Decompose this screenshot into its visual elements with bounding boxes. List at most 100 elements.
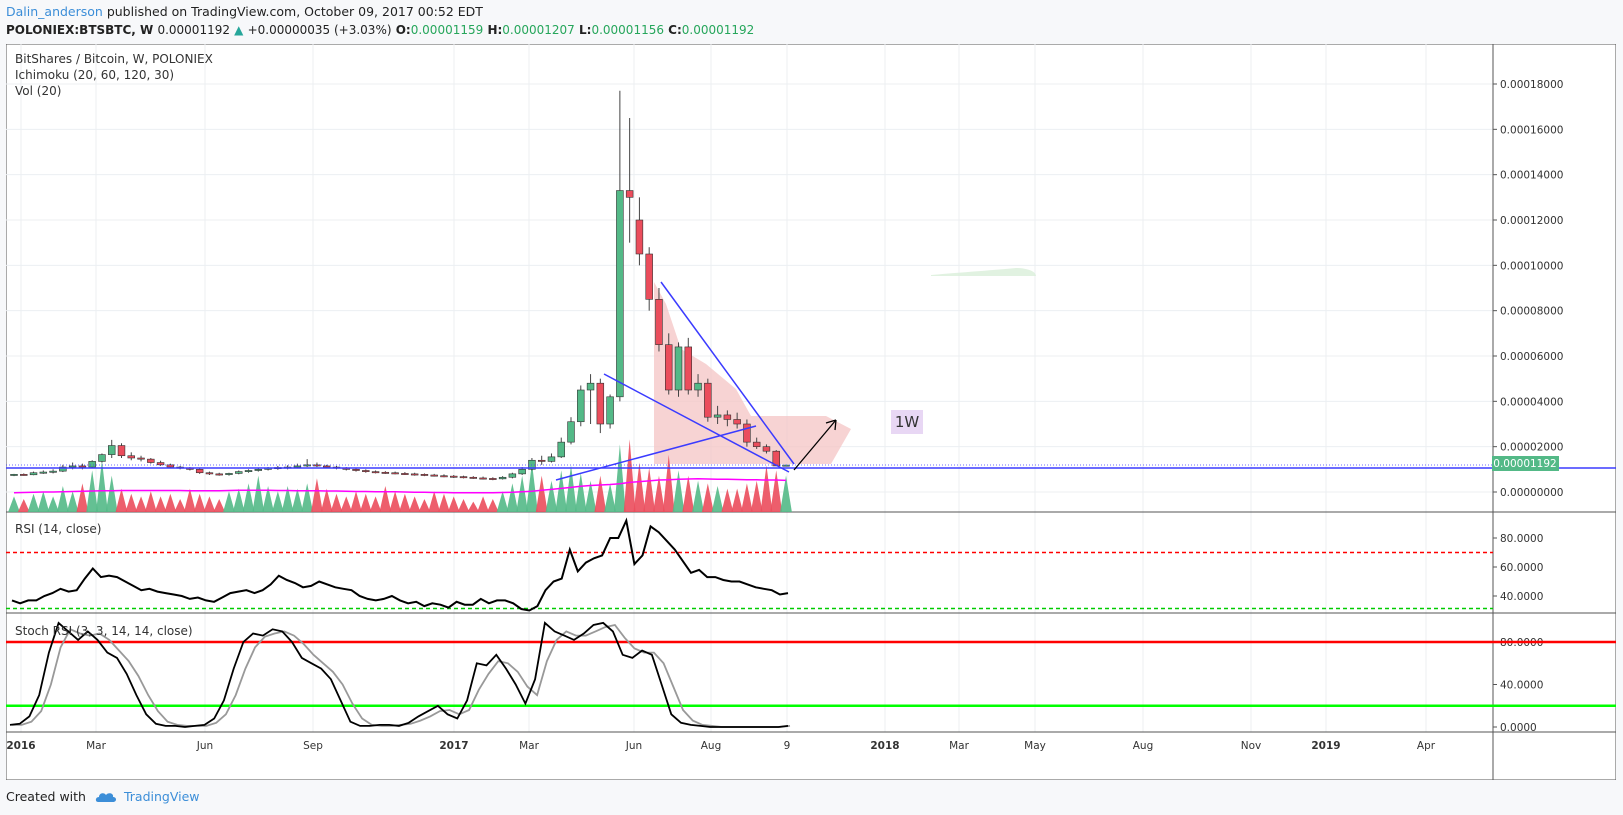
candle-body: [655, 299, 663, 345]
x-tick-label: Mar: [86, 740, 106, 752]
x-tick-label: Nov: [1241, 740, 1262, 752]
y-tick-label: 0.00008000: [1500, 306, 1563, 318]
candle-body: [39, 471, 48, 474]
x-tick-label: Apr: [1417, 740, 1436, 752]
volume-bar: [613, 444, 626, 512]
candle-body: [195, 469, 204, 474]
candle-body: [254, 469, 263, 471]
x-tick-label: 9: [784, 740, 791, 752]
volume-bar: [643, 467, 656, 512]
volume-bar: [144, 491, 157, 512]
stoch-tick-label: 40.0000: [1500, 680, 1543, 692]
volume-ma-line: [13, 478, 787, 494]
candle-body: [352, 469, 360, 471]
volume-bar: [105, 475, 118, 512]
candle-body: [108, 445, 116, 455]
legend-rsi: RSI (14, close): [15, 522, 101, 536]
candle-body: [762, 446, 771, 452]
candle-body: [537, 459, 546, 462]
ichimoku-cloud-future: [931, 268, 1036, 276]
x-tick-label: Mar: [949, 740, 969, 752]
volume-bar: [760, 465, 773, 512]
candle-body: [59, 466, 67, 472]
x-tick-label: Mar: [519, 740, 539, 752]
volume-bar: [66, 491, 79, 512]
volume-bar: [96, 460, 108, 512]
candle-body: [244, 470, 253, 472]
candle-body: [88, 461, 96, 468]
annotation-label: 1W: [895, 413, 920, 431]
candle-body: [498, 476, 507, 480]
volume-bar: [516, 475, 529, 512]
x-tick-label: May: [1024, 740, 1046, 752]
volume-bar: [526, 462, 538, 512]
volume-bar: [311, 478, 323, 512]
volume-bar: [56, 486, 69, 512]
volume-bar: [154, 496, 167, 512]
volume-bar: [584, 480, 597, 512]
candle-body: [147, 458, 155, 463]
candle-body: [616, 190, 624, 398]
candle-body: [635, 219, 644, 255]
volume-bar: [721, 488, 734, 512]
chart-container[interactable]: 80.000060.000040.0000 80.000040.00000.00…: [5, 43, 1617, 781]
volume-bar: [662, 454, 675, 512]
volume-bar: [271, 491, 284, 512]
candle-body: [166, 464, 175, 468]
candle-body: [469, 476, 478, 479]
candle-body: [596, 382, 605, 425]
candle-body: [752, 441, 761, 447]
candle-body: [713, 414, 722, 418]
arrow-head-icon: [825, 419, 837, 431]
volume-bar: [780, 475, 792, 512]
volume-bar: [438, 493, 450, 512]
candle-body: [420, 474, 429, 476]
candle-body: [557, 441, 565, 458]
volume-bar: [37, 491, 50, 512]
candle-body: [205, 472, 214, 475]
candle-body: [68, 465, 77, 468]
trend-line: [660, 281, 795, 465]
y-tick-label: 0.00014000: [1500, 170, 1563, 182]
volume-bar: [692, 480, 704, 512]
candle-body: [743, 423, 751, 443]
author-link[interactable]: Dalin_anderson: [6, 4, 103, 19]
tradingview-link[interactable]: TradingView: [123, 789, 200, 804]
volume-bar: [741, 483, 753, 512]
candle-body: [303, 464, 311, 467]
candle-body: [459, 476, 468, 479]
x-tick-label: Aug: [701, 740, 722, 752]
candle-body: [362, 470, 370, 472]
y-tick-label: 0.00016000: [1500, 124, 1563, 136]
candle-body: [440, 475, 448, 478]
chart-svg[interactable]: 80.000060.000040.0000 80.000040.00000.00…: [5, 43, 1617, 781]
volume-bar: [359, 493, 372, 512]
candle-body: [381, 471, 390, 474]
candle-body: [78, 465, 87, 468]
close-label: C:: [668, 23, 682, 37]
legend-title: BitShares / Bitcoin, W, POLONIEX: [15, 52, 213, 66]
candle-body: [684, 346, 692, 391]
y-tick-label: 0.00018000: [1500, 79, 1563, 91]
rsi-tick-label: 40.0000: [1500, 591, 1543, 603]
y-tick-label: 0.00004000: [1500, 396, 1563, 408]
candle-body: [371, 471, 380, 474]
volume-bar: [711, 486, 724, 512]
volume-bar: [174, 499, 187, 512]
candle-body: [450, 475, 458, 478]
volume-bar: [418, 499, 431, 512]
candle-body: [313, 464, 321, 467]
x-tick-label: 2017: [439, 740, 468, 752]
legend-vol: Vol (20): [15, 84, 61, 98]
volume-bar: [47, 496, 59, 512]
volume-bar: [565, 465, 577, 512]
footer: Created with TradingView: [6, 788, 200, 806]
publish-header: Dalin_anderson published on TradingView.…: [6, 2, 483, 22]
change-value: +0.00000035 (+3.03%): [247, 23, 392, 37]
y-tick-label: 0.00012000: [1500, 215, 1563, 227]
volume-bar: [213, 499, 226, 512]
annotation-box[interactable]: [891, 410, 923, 434]
volume-bar: [164, 493, 177, 512]
volume-bar: [320, 488, 333, 512]
created-with-label: Created with: [6, 789, 86, 804]
